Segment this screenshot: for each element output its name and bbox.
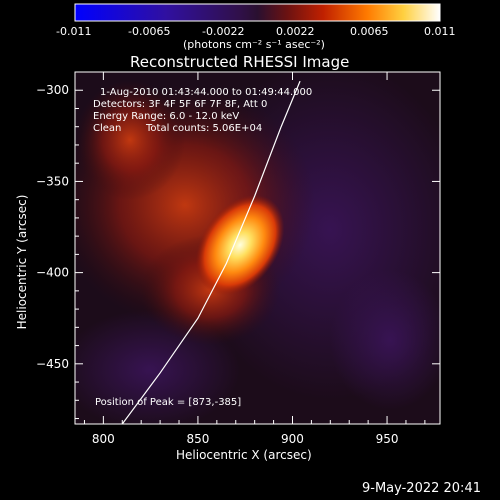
x-tick-label: 900 — [281, 432, 304, 446]
chart-title: Reconstructed RHESSI Image — [130, 53, 350, 71]
x-ticks: 800 850 900 950 — [83, 72, 426, 446]
footer-date: 9-May-2022 20:41 — [362, 481, 481, 496]
x-tick-label: 800 — [92, 432, 115, 446]
total-counts-text: Total counts: 5.06E+04 — [146, 123, 263, 134]
plot-frame — [74, 71, 441, 425]
y-tick-label: −350 — [36, 174, 69, 188]
y-ticks: −300 −350 −400 −450 — [36, 71, 440, 420]
heatmap-image — [75, 72, 440, 424]
colorbar-tick-5: 0.0065 — [350, 25, 389, 38]
x-tick-label: 950 — [376, 432, 399, 446]
x-axis-label: Heliocentric X (arcsec) — [176, 448, 312, 462]
detectors-text: Detectors: 3F 4F 5F 6F 7F 8F, Att 0 — [93, 99, 268, 110]
method-text: Clean — [93, 123, 122, 134]
y-tick-label: −300 — [36, 83, 69, 97]
colorbar-tick-6: 0.011 — [424, 25, 456, 38]
colorbar-unit-label: (photons cm⁻² s⁻¹ asec⁻²) — [183, 38, 325, 51]
colorbar — [74, 3, 441, 22]
peak-position-text: Position of Peak = [873,-385] — [95, 397, 242, 408]
energy-range-text: Energy Range: 6.0 - 12.0 keV — [93, 111, 240, 122]
colorbar-tick-4: 0.0022 — [276, 25, 315, 38]
colorbar-gradient — [74, 3, 441, 22]
colorbar-tick-1: -0.011 — [56, 25, 92, 38]
colorbar-tick-3: -0.0022 — [202, 25, 245, 38]
y-axis-label: Heliocentric Y (arcsec) — [15, 194, 29, 330]
solar-limb-curve — [121, 80, 301, 424]
colorbar-tick-2: -0.0065 — [128, 25, 171, 38]
y-tick-label: −400 — [36, 266, 69, 280]
y-tick-label: −450 — [36, 357, 69, 371]
x-tick-label: 850 — [186, 432, 209, 446]
time-range-text: 1-Aug-2010 01:43:44.000 to 01:49:44.000 — [100, 87, 313, 98]
